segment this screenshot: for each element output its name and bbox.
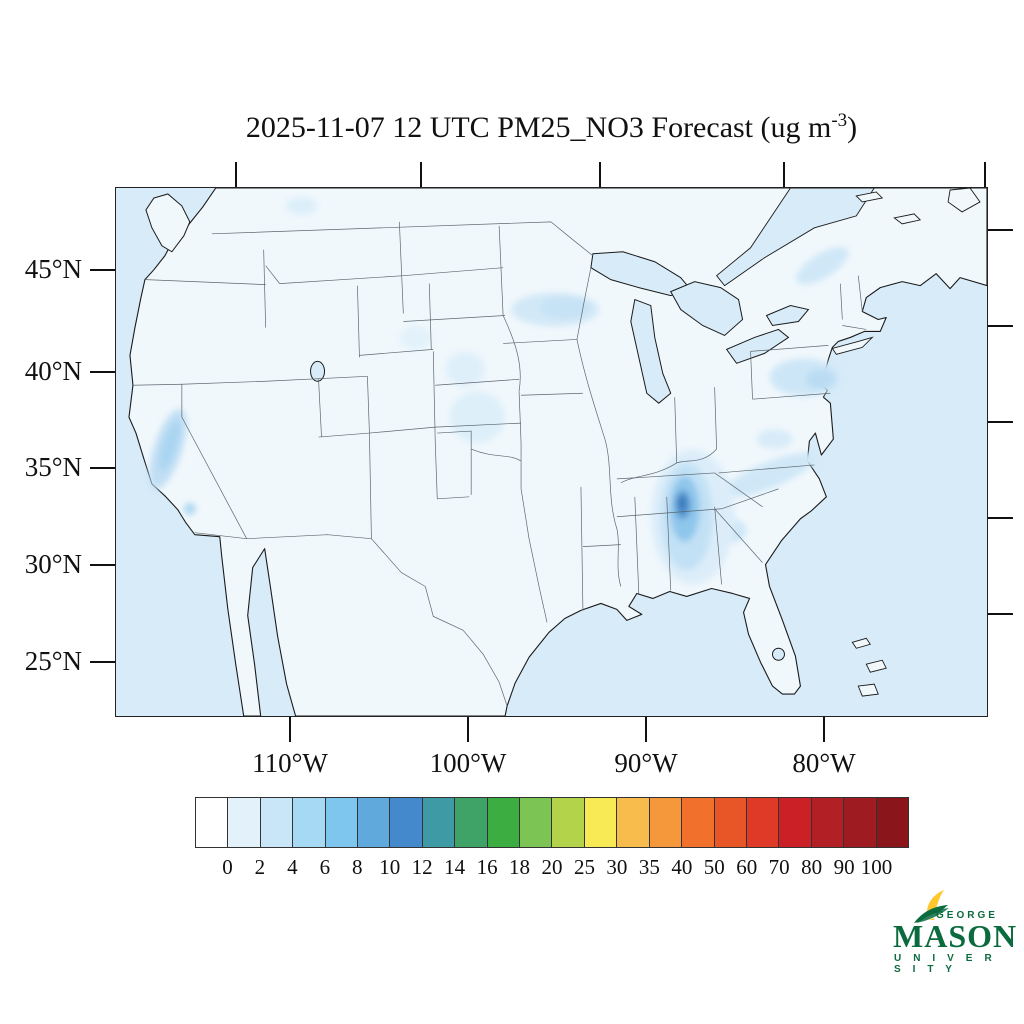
colorbar-tick-label: 12 [411, 855, 433, 879]
colorbar-tick-label: 14 [444, 855, 466, 879]
lake-huron [670, 281, 744, 337]
colorbar-cell [293, 798, 326, 847]
lat-tick-right [988, 421, 1013, 423]
lon-tick-label: 90°W [614, 748, 678, 778]
colorbar-cell [617, 798, 650, 847]
title-suffix: ) [847, 111, 858, 144]
colorbar-tick-label: 2 [254, 855, 266, 879]
gmu-leaf-icon [914, 890, 949, 923]
lat-tick-right [988, 517, 1013, 519]
page-title: 2025-11-07 12 UTC PM25_NO3 Forecast (ug … [115, 110, 988, 145]
lat-tick-left [90, 371, 115, 373]
lon-tick-top [420, 162, 422, 187]
lon-tick-top [984, 162, 986, 187]
colorbar-cell [552, 798, 585, 847]
lat-tick-label: 40°N [24, 356, 82, 386]
state-borders [131, 221, 867, 707]
colorbar-cell [325, 798, 359, 847]
lon-tick-bottom [289, 717, 291, 742]
colorbar-tick-label: 80 [801, 855, 823, 879]
colorbar-tick-label: 60 [736, 855, 758, 879]
colorbar-cell [358, 798, 391, 847]
colorbar-tick-label: 10 [379, 855, 401, 879]
lat-tick-label: 30°N [24, 549, 82, 579]
lat-tick-label: 25°N [24, 646, 82, 676]
lon-tick-top [783, 162, 785, 187]
colorbar-tick-label: 35 [638, 855, 660, 879]
colorbar-cell [260, 798, 294, 847]
lake-erie [725, 328, 790, 364]
colorbar-tick-label: 20 [541, 855, 563, 879]
colorbar-cell [779, 798, 812, 847]
gmu-logo-university: U N I V E R S I T Y [894, 953, 997, 975]
colorbar-cell [228, 798, 261, 847]
lat-tick-left [90, 661, 115, 663]
prince-edward-island [893, 213, 922, 225]
lon-tick-label: 80°W [792, 748, 856, 778]
lake-michigan [630, 298, 672, 404]
lake-ontario [765, 305, 810, 327]
colorbar-cell [584, 798, 618, 847]
lon-tick-label: 100°W [429, 748, 507, 778]
lat-tick-label: 35°N [24, 452, 82, 482]
lake-okeechobee [771, 647, 785, 661]
lon-tick-bottom [645, 717, 647, 742]
gmu-logo-george: GEORGE [936, 910, 998, 921]
colorbar-tick-label: 18 [509, 855, 531, 879]
colorbar-cell [876, 798, 908, 847]
lon-tick-top [235, 162, 237, 187]
anticosti-island [855, 191, 884, 203]
newfoundland [947, 188, 981, 213]
great-lakes [310, 251, 810, 661]
title-exponent: -3 [831, 110, 848, 131]
great-salt-lake [310, 360, 326, 382]
colorbar-cell [196, 798, 229, 847]
long-island [831, 336, 874, 355]
title-text: 2025-11-07 12 UTC PM25_NO3 Forecast (ug … [245, 111, 832, 144]
colorbar-tick-label: 100 [860, 855, 893, 879]
colorbar-tick-label: 50 [703, 855, 725, 879]
colorbar-tick-label: 0 [222, 855, 233, 879]
colorbar-tick-label: 4 [287, 855, 298, 879]
colorbar-tick-label: 25 [573, 855, 595, 879]
colorbar [195, 797, 909, 848]
lon-tick-label: 110°W [252, 748, 328, 778]
colorbar-tick-label: 30 [606, 855, 628, 879]
map-frame [115, 187, 988, 717]
lat-tick-left [90, 564, 115, 566]
bahamas-islands [851, 637, 887, 697]
vancouver-island [145, 193, 191, 253]
colorbar-tick-label: 8 [352, 855, 363, 879]
lat-tick-right [988, 229, 1013, 231]
colorbar-tick-label: 6 [319, 855, 331, 879]
colorbar-cell [649, 798, 683, 847]
colorbar-tick-label: 40 [671, 855, 693, 879]
colorbar-cell [844, 798, 877, 847]
colorbar-cell [422, 798, 456, 847]
colorbar-cell [455, 798, 488, 847]
colorbar-tick-label: 70 [768, 855, 790, 879]
gmu-logo-mason: MASON [893, 918, 1018, 954]
colorbar-cell [682, 798, 715, 847]
lon-tick-bottom [823, 717, 825, 742]
lat-tick-label: 45°N [24, 254, 82, 284]
colorbar-cell [811, 798, 845, 847]
colorbar-cell [714, 798, 747, 847]
lon-tick-top [599, 162, 601, 187]
colorbar-cell [520, 798, 553, 847]
lat-tick-left [90, 269, 115, 271]
colorbar-cell [746, 798, 780, 847]
colorbar-tick-label: 16 [476, 855, 498, 879]
lat-tick-left [90, 467, 115, 469]
colorbar-tick-label: 90 [833, 855, 855, 879]
gmu-logo: GEORGE MASON U N I V E R S I T Y [890, 890, 1016, 975]
lat-tick-right [988, 325, 1013, 327]
conus-forecast-map [116, 188, 987, 716]
lon-tick-bottom [467, 717, 469, 742]
colorbar-cell [487, 798, 521, 847]
pm25-no3-plumes [149, 196, 849, 585]
colorbar-cell [390, 798, 423, 847]
lat-tick-right [988, 613, 1013, 615]
